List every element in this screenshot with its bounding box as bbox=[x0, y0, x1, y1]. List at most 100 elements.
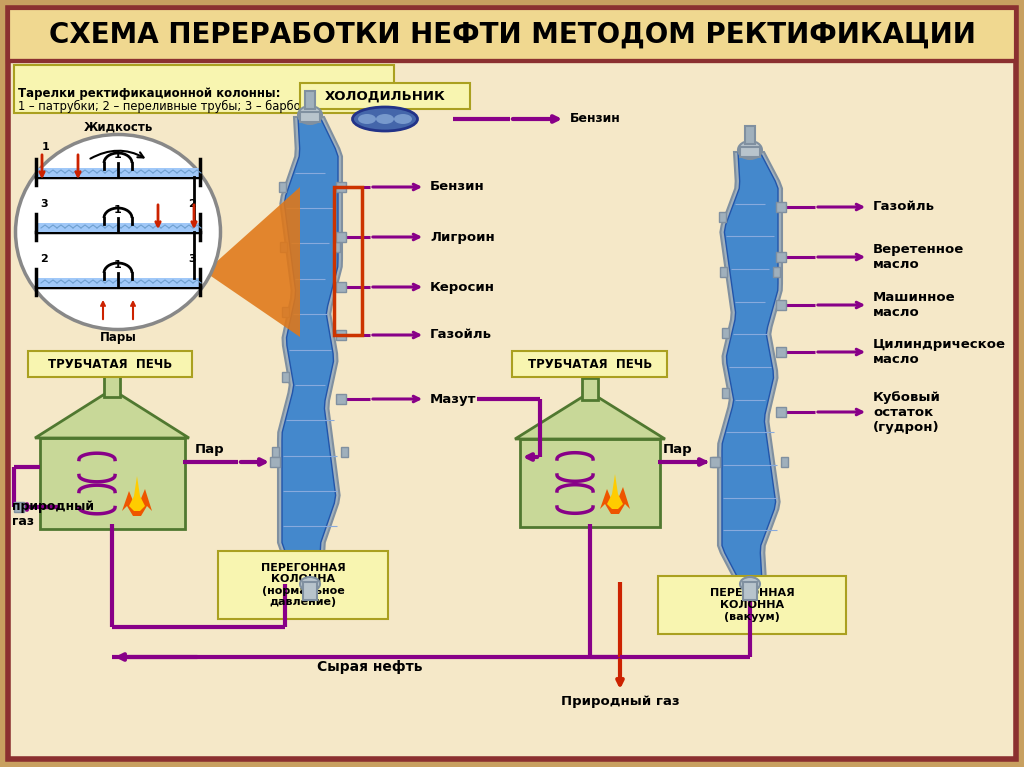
FancyBboxPatch shape bbox=[336, 394, 346, 404]
Text: 3: 3 bbox=[40, 199, 48, 209]
Text: ТРУБЧАТАЯ  ПЕЧЬ: ТРУБЧАТАЯ ПЕЧЬ bbox=[528, 357, 652, 370]
Text: 1: 1 bbox=[42, 142, 50, 152]
FancyBboxPatch shape bbox=[8, 8, 1016, 61]
FancyBboxPatch shape bbox=[512, 351, 667, 377]
FancyBboxPatch shape bbox=[8, 8, 1016, 759]
Text: Бензин: Бензин bbox=[430, 180, 484, 193]
Text: Лигроин: Лигроин bbox=[430, 231, 495, 243]
FancyBboxPatch shape bbox=[582, 378, 598, 400]
Text: 3: 3 bbox=[188, 254, 196, 264]
FancyBboxPatch shape bbox=[776, 347, 786, 357]
Polygon shape bbox=[205, 187, 300, 337]
Text: 2: 2 bbox=[188, 199, 196, 209]
FancyBboxPatch shape bbox=[28, 351, 193, 377]
PathPatch shape bbox=[278, 117, 342, 582]
Text: 1: 1 bbox=[114, 150, 122, 160]
FancyBboxPatch shape bbox=[776, 407, 786, 417]
Text: Керосин: Керосин bbox=[430, 281, 495, 294]
Text: Сырая нефть: Сырая нефть bbox=[317, 660, 423, 674]
FancyBboxPatch shape bbox=[104, 375, 120, 397]
Text: СХЕМА ПЕРЕРАБОТКИ НЕФТИ МЕТОДОМ РЕКТИФИКАЦИИ: СХЕМА ПЕРЕРАБОТКИ НЕФТИ МЕТОДОМ РЕКТИФИК… bbox=[48, 21, 976, 49]
Polygon shape bbox=[600, 487, 630, 514]
Text: ХОЛОДИЛЬНИК: ХОЛОДИЛЬНИК bbox=[325, 90, 445, 103]
Text: Бензин: Бензин bbox=[570, 113, 621, 126]
FancyBboxPatch shape bbox=[658, 576, 846, 634]
Text: природный
газ: природный газ bbox=[12, 500, 94, 528]
PathPatch shape bbox=[722, 152, 778, 582]
Polygon shape bbox=[129, 476, 145, 511]
FancyBboxPatch shape bbox=[218, 551, 388, 619]
Ellipse shape bbox=[300, 577, 319, 591]
Polygon shape bbox=[515, 392, 665, 439]
FancyBboxPatch shape bbox=[776, 252, 786, 262]
FancyBboxPatch shape bbox=[14, 502, 24, 512]
Ellipse shape bbox=[352, 107, 418, 131]
Polygon shape bbox=[607, 474, 623, 509]
Ellipse shape bbox=[740, 577, 760, 591]
FancyBboxPatch shape bbox=[336, 282, 346, 292]
FancyBboxPatch shape bbox=[300, 83, 470, 109]
FancyBboxPatch shape bbox=[36, 278, 200, 287]
Text: Газойль: Газойль bbox=[430, 328, 492, 341]
FancyBboxPatch shape bbox=[300, 112, 319, 122]
FancyBboxPatch shape bbox=[40, 438, 185, 529]
FancyBboxPatch shape bbox=[36, 223, 200, 232]
FancyBboxPatch shape bbox=[280, 242, 287, 252]
Ellipse shape bbox=[394, 114, 412, 124]
FancyBboxPatch shape bbox=[272, 447, 279, 457]
FancyBboxPatch shape bbox=[36, 168, 200, 177]
FancyBboxPatch shape bbox=[283, 373, 290, 383]
Text: 1: 1 bbox=[114, 260, 122, 270]
Text: 2: 2 bbox=[40, 254, 48, 264]
FancyBboxPatch shape bbox=[336, 232, 346, 242]
FancyBboxPatch shape bbox=[303, 582, 317, 600]
FancyBboxPatch shape bbox=[710, 457, 720, 467]
FancyBboxPatch shape bbox=[14, 65, 394, 113]
Ellipse shape bbox=[298, 106, 322, 124]
Text: 1: 1 bbox=[114, 205, 122, 215]
FancyBboxPatch shape bbox=[722, 388, 729, 398]
FancyBboxPatch shape bbox=[270, 457, 280, 467]
FancyBboxPatch shape bbox=[776, 300, 786, 310]
FancyBboxPatch shape bbox=[282, 308, 289, 318]
Text: Природный газ: Природный газ bbox=[561, 696, 679, 709]
FancyBboxPatch shape bbox=[341, 447, 348, 457]
Ellipse shape bbox=[15, 134, 220, 330]
Polygon shape bbox=[35, 390, 189, 438]
PathPatch shape bbox=[718, 152, 782, 582]
Text: Тарелки ректификационной колонны:: Тарелки ректификационной колонны: bbox=[18, 87, 281, 100]
Text: Пар: Пар bbox=[664, 443, 693, 456]
Polygon shape bbox=[122, 489, 152, 516]
Text: Цилиндрическое
масло: Цилиндрическое масло bbox=[873, 338, 1006, 366]
FancyBboxPatch shape bbox=[745, 126, 755, 144]
FancyBboxPatch shape bbox=[305, 91, 315, 109]
FancyBboxPatch shape bbox=[333, 242, 340, 252]
Text: Кубовый
остаток
(гудрон): Кубовый остаток (гудрон) bbox=[873, 390, 941, 433]
Text: ТРУБЧАТАЯ  ПЕЧЬ: ТРУБЧАТАЯ ПЕЧЬ bbox=[48, 357, 172, 370]
PathPatch shape bbox=[282, 117, 338, 582]
Text: Пар: Пар bbox=[196, 443, 225, 456]
Text: 1 – патрубки; 2 – переливные трубы; 3 – барботажные колпаки: 1 – патрубки; 2 – переливные трубы; 3 – … bbox=[18, 100, 402, 113]
Text: Газойль: Газойль bbox=[873, 200, 935, 213]
Ellipse shape bbox=[376, 114, 394, 124]
Text: Жидкость: Жидкость bbox=[83, 120, 153, 133]
FancyBboxPatch shape bbox=[712, 456, 719, 466]
Ellipse shape bbox=[358, 114, 376, 124]
Ellipse shape bbox=[738, 141, 762, 159]
FancyBboxPatch shape bbox=[773, 268, 780, 278]
FancyBboxPatch shape bbox=[776, 202, 786, 212]
Text: Пары: Пары bbox=[99, 331, 136, 344]
FancyBboxPatch shape bbox=[781, 456, 788, 466]
FancyBboxPatch shape bbox=[743, 582, 757, 600]
FancyBboxPatch shape bbox=[336, 330, 346, 340]
FancyBboxPatch shape bbox=[336, 182, 346, 192]
Text: Мазут: Мазут bbox=[430, 393, 476, 406]
Text: ПЕРЕГОННАЯ
КОЛОННА
(нормальное
давление): ПЕРЕГОННАЯ КОЛОННА (нормальное давление) bbox=[261, 563, 345, 607]
FancyBboxPatch shape bbox=[720, 268, 727, 278]
FancyBboxPatch shape bbox=[740, 147, 760, 157]
FancyBboxPatch shape bbox=[719, 212, 726, 222]
FancyBboxPatch shape bbox=[520, 439, 660, 527]
FancyBboxPatch shape bbox=[279, 182, 286, 192]
Text: Машинное
масло: Машинное масло bbox=[873, 291, 955, 319]
FancyBboxPatch shape bbox=[722, 328, 729, 337]
